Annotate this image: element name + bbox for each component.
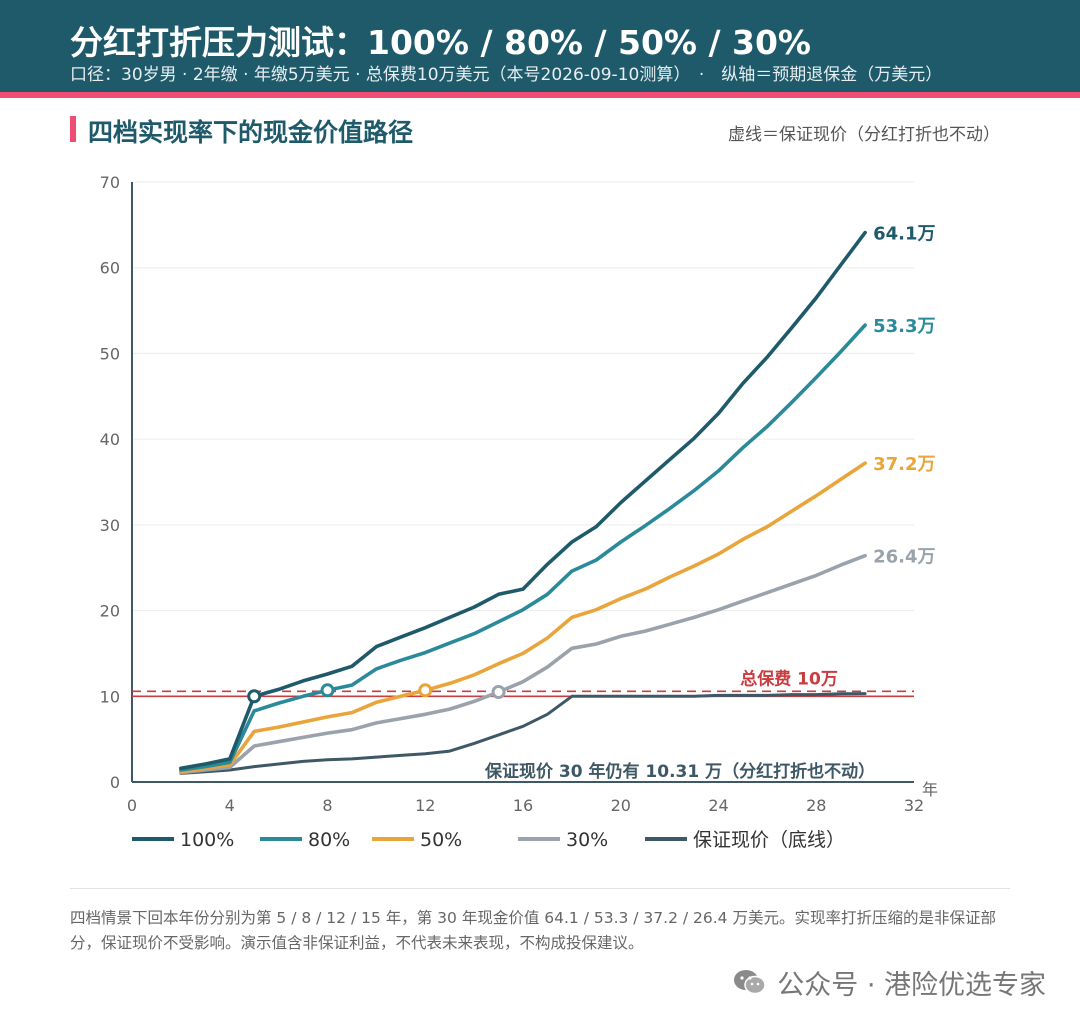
y-tick-label: 30 xyxy=(100,516,120,535)
legend-label: 80% xyxy=(308,829,350,851)
header-banner: 分红打折压力测试：100% / 80% / 50% / 30% 口径：30岁男 … xyxy=(0,0,1080,92)
end-value-label: 53.3万 xyxy=(873,316,935,337)
section-title: 四档实现率下的现金价值路径 xyxy=(88,118,414,147)
section-note: 虚线＝保证现价（分红打折也不动） xyxy=(728,125,1000,145)
breakeven-marker xyxy=(491,685,506,699)
legend-label: 50% xyxy=(420,829,462,851)
premium-reference-label: 总保费 10万 xyxy=(740,668,838,689)
footnote-divider xyxy=(70,888,1010,889)
y-tick-label: 0 xyxy=(110,773,120,792)
series-line-guaranteed xyxy=(179,692,867,775)
x-tick-label: 20 xyxy=(611,796,631,815)
series-line-80pct xyxy=(179,323,867,772)
header-accent-stripe xyxy=(0,92,1080,98)
end-value-label: 26.4万 xyxy=(873,547,935,568)
page-subtitle: 口径：30岁男 · 2年缴 · 年缴5万美元 · 总保费10万美元（本号2026… xyxy=(70,65,943,85)
x-tick-label: 12 xyxy=(415,796,435,815)
y-tick-label: 10 xyxy=(100,687,120,706)
x-unit-label: 年 xyxy=(922,780,938,799)
footer-text: 公众号 · 港险优选专家 xyxy=(777,969,1046,1001)
y-tick-label: 60 xyxy=(100,259,120,278)
end-value-label: 64.1万 xyxy=(873,224,935,245)
x-tick-label: 0 xyxy=(127,796,137,815)
x-tick-label: 8 xyxy=(322,796,332,815)
footnote-text: 四档情景下回本年份分别为第 5 / 8 / 12 / 15 年，第 30 年现金… xyxy=(70,909,996,952)
legend-label: 保证现价（底线） xyxy=(693,829,845,851)
y-tick-label: 70 xyxy=(100,173,120,192)
end-value-label: 37.2万 xyxy=(873,454,935,475)
y-tick-label: 50 xyxy=(100,344,120,363)
breakeven-marker xyxy=(320,683,335,698)
legend-label: 30% xyxy=(566,829,608,851)
breakeven-marker xyxy=(418,683,433,698)
x-tick-label: 4 xyxy=(225,796,235,815)
footer-attribution: 公众号 · 港险优选专家 xyxy=(733,962,1046,1002)
series-line-30pct xyxy=(179,553,867,775)
cash-value-line-chart: 0 10 20 30 40 50 60 70 0 4 8 12 16 20 24 28 32年 总保费 10万 64… xyxy=(100,173,938,851)
x-tick-label: 16 xyxy=(513,796,533,815)
y-tick-label: 20 xyxy=(100,602,120,621)
x-tick-label: 32 xyxy=(904,796,924,815)
series-line-100pct xyxy=(179,230,867,771)
x-tick-label: 24 xyxy=(708,796,728,815)
page-title: 分红打折压力测试：100% / 80% / 50% / 30% xyxy=(70,23,812,62)
section-accent-bar xyxy=(70,116,76,142)
x-tick-label: 28 xyxy=(806,796,826,815)
y-tick-label: 40 xyxy=(100,430,120,449)
series-line-50pct xyxy=(179,461,867,774)
wechat-icon xyxy=(734,970,766,995)
breakeven-marker xyxy=(247,689,262,704)
guaranteed-annotation: 保证现价 30 年仍有 10.31 万（分红打折也不动） xyxy=(484,761,875,782)
legend-label: 100% xyxy=(180,829,234,851)
